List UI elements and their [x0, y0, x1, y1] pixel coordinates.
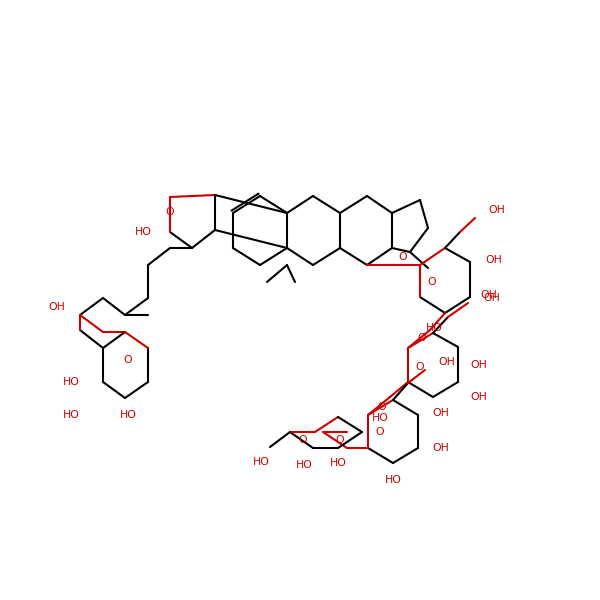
Text: O: O: [377, 402, 386, 412]
Text: O: O: [428, 277, 436, 287]
Text: O: O: [124, 355, 133, 365]
Text: OH: OH: [432, 443, 449, 453]
Text: O: O: [376, 427, 385, 437]
Text: O: O: [335, 435, 344, 445]
Text: O: O: [416, 362, 424, 372]
Text: OH: OH: [488, 205, 505, 215]
Text: HO: HO: [253, 457, 270, 467]
Text: O: O: [299, 435, 307, 445]
Text: HO: HO: [63, 410, 80, 420]
Text: OH: OH: [470, 360, 487, 370]
Text: HO: HO: [385, 475, 401, 485]
Text: OH: OH: [485, 255, 502, 265]
Text: OH: OH: [483, 293, 500, 303]
Text: OH: OH: [480, 290, 497, 300]
Text: HO: HO: [63, 377, 80, 387]
Text: OH: OH: [432, 408, 449, 418]
Text: HO: HO: [329, 458, 346, 468]
Text: O: O: [398, 252, 407, 262]
Text: OH: OH: [438, 357, 455, 367]
Text: O: O: [166, 207, 175, 217]
Text: HO: HO: [372, 413, 389, 423]
Text: O: O: [418, 333, 427, 343]
Text: OH: OH: [470, 392, 487, 402]
Text: HO: HO: [426, 323, 443, 333]
Text: OH: OH: [48, 302, 65, 312]
Text: HO: HO: [296, 460, 313, 470]
Text: HO: HO: [135, 227, 152, 237]
Text: HO: HO: [119, 410, 136, 420]
